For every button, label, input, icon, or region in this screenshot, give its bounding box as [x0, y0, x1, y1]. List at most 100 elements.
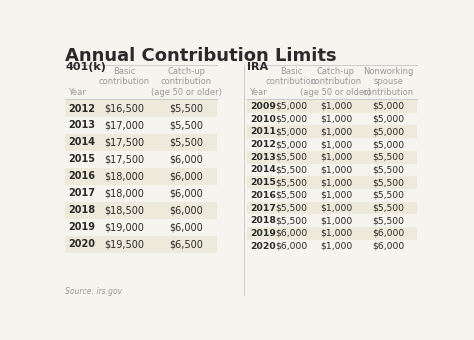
- Text: $17,500: $17,500: [104, 154, 145, 164]
- Text: Year: Year: [249, 88, 267, 97]
- Text: $1,000: $1,000: [320, 191, 352, 200]
- Text: $5,500: $5,500: [372, 153, 404, 162]
- Text: $5,500: $5,500: [169, 137, 203, 148]
- Text: $18,000: $18,000: [104, 171, 144, 181]
- Text: 2013: 2013: [250, 153, 276, 162]
- Text: 2009: 2009: [250, 102, 276, 111]
- Bar: [65, 134, 218, 151]
- Text: 2011: 2011: [250, 128, 276, 136]
- Text: $5,500: $5,500: [275, 191, 307, 200]
- Bar: [247, 240, 417, 253]
- Text: Basic
contribution: Basic contribution: [99, 67, 150, 86]
- Text: Year: Year: [68, 88, 85, 97]
- Text: 2012: 2012: [250, 140, 276, 149]
- Text: $6,000: $6,000: [170, 222, 203, 232]
- Text: $5,000: $5,000: [372, 128, 404, 136]
- Text: $5,500: $5,500: [372, 216, 404, 225]
- Text: $6,000: $6,000: [275, 242, 308, 251]
- Text: 2012: 2012: [69, 104, 96, 114]
- Text: 2017: 2017: [69, 188, 96, 198]
- Text: $6,000: $6,000: [372, 229, 404, 238]
- Text: $1,000: $1,000: [320, 102, 352, 111]
- Bar: [247, 176, 417, 189]
- Text: $1,000: $1,000: [320, 115, 352, 124]
- Text: $5,500: $5,500: [275, 178, 307, 187]
- Text: $5,500: $5,500: [275, 153, 307, 162]
- Text: 2017: 2017: [250, 204, 276, 212]
- Text: 401(k): 401(k): [65, 62, 106, 72]
- Text: $5,000: $5,000: [275, 115, 308, 124]
- Text: Nonworking
spouse
contribution: Nonworking spouse contribution: [363, 67, 414, 97]
- Text: 2018: 2018: [69, 205, 96, 215]
- Text: $1,000: $1,000: [320, 204, 352, 212]
- Text: $5,500: $5,500: [275, 216, 307, 225]
- Text: 2020: 2020: [250, 242, 276, 251]
- Text: $5,500: $5,500: [169, 120, 203, 131]
- Text: 2016: 2016: [69, 171, 96, 181]
- Bar: [247, 189, 417, 202]
- Text: $1,000: $1,000: [320, 153, 352, 162]
- Bar: [247, 215, 417, 227]
- Text: Catch-up
contribution
(age 50 or older): Catch-up contribution (age 50 or older): [151, 67, 222, 97]
- Text: $18,000: $18,000: [104, 188, 144, 198]
- Text: 2015: 2015: [69, 154, 96, 164]
- Text: $1,000: $1,000: [320, 242, 352, 251]
- Text: 2010: 2010: [250, 115, 276, 124]
- Text: $5,500: $5,500: [169, 104, 203, 114]
- Bar: [65, 185, 218, 202]
- Bar: [247, 151, 417, 164]
- Text: 2014: 2014: [250, 166, 276, 174]
- Text: $19,500: $19,500: [104, 239, 145, 249]
- Text: $16,500: $16,500: [104, 104, 145, 114]
- Text: $18,500: $18,500: [104, 205, 145, 215]
- Bar: [247, 138, 417, 151]
- Bar: [247, 113, 417, 125]
- Text: $1,000: $1,000: [320, 229, 352, 238]
- Bar: [65, 117, 218, 134]
- Text: 2019: 2019: [69, 222, 96, 232]
- Text: $17,500: $17,500: [104, 137, 145, 148]
- Text: 2013: 2013: [69, 120, 96, 131]
- Bar: [247, 164, 417, 176]
- Text: $5,000: $5,000: [372, 140, 404, 149]
- Text: $5,500: $5,500: [372, 178, 404, 187]
- Text: Source: irs.gov: Source: irs.gov: [65, 287, 123, 296]
- Text: $5,500: $5,500: [275, 204, 307, 212]
- Text: 2015: 2015: [250, 178, 276, 187]
- Text: $6,000: $6,000: [275, 229, 308, 238]
- Text: $5,000: $5,000: [275, 140, 308, 149]
- Text: Annual Contribution Limits: Annual Contribution Limits: [65, 47, 337, 65]
- Text: 2018: 2018: [250, 216, 276, 225]
- Text: 2014: 2014: [69, 137, 96, 148]
- Text: $6,000: $6,000: [372, 242, 404, 251]
- Bar: [65, 151, 218, 168]
- Text: $6,000: $6,000: [170, 171, 203, 181]
- Text: $1,000: $1,000: [320, 216, 352, 225]
- Text: $17,000: $17,000: [104, 120, 145, 131]
- Text: $5,000: $5,000: [372, 115, 404, 124]
- Bar: [65, 236, 218, 253]
- Text: $5,500: $5,500: [275, 166, 307, 174]
- Text: $5,500: $5,500: [372, 166, 404, 174]
- Text: $5,500: $5,500: [372, 191, 404, 200]
- Text: $5,000: $5,000: [275, 102, 308, 111]
- Bar: [247, 125, 417, 138]
- Bar: [65, 219, 218, 236]
- Text: Basic
contribution: Basic contribution: [266, 67, 317, 86]
- Text: $19,000: $19,000: [104, 222, 144, 232]
- Text: 2016: 2016: [250, 191, 276, 200]
- Text: $1,000: $1,000: [320, 178, 352, 187]
- Bar: [65, 168, 218, 185]
- Text: $6,000: $6,000: [170, 188, 203, 198]
- Text: 2019: 2019: [250, 229, 276, 238]
- Bar: [65, 100, 218, 117]
- Text: $6,000: $6,000: [170, 154, 203, 164]
- Bar: [247, 100, 417, 113]
- Bar: [247, 227, 417, 240]
- Text: $1,000: $1,000: [320, 128, 352, 136]
- Text: 2020: 2020: [69, 239, 96, 249]
- Text: $5,500: $5,500: [372, 204, 404, 212]
- Bar: [247, 202, 417, 215]
- Text: $6,000: $6,000: [170, 205, 203, 215]
- Bar: [65, 202, 218, 219]
